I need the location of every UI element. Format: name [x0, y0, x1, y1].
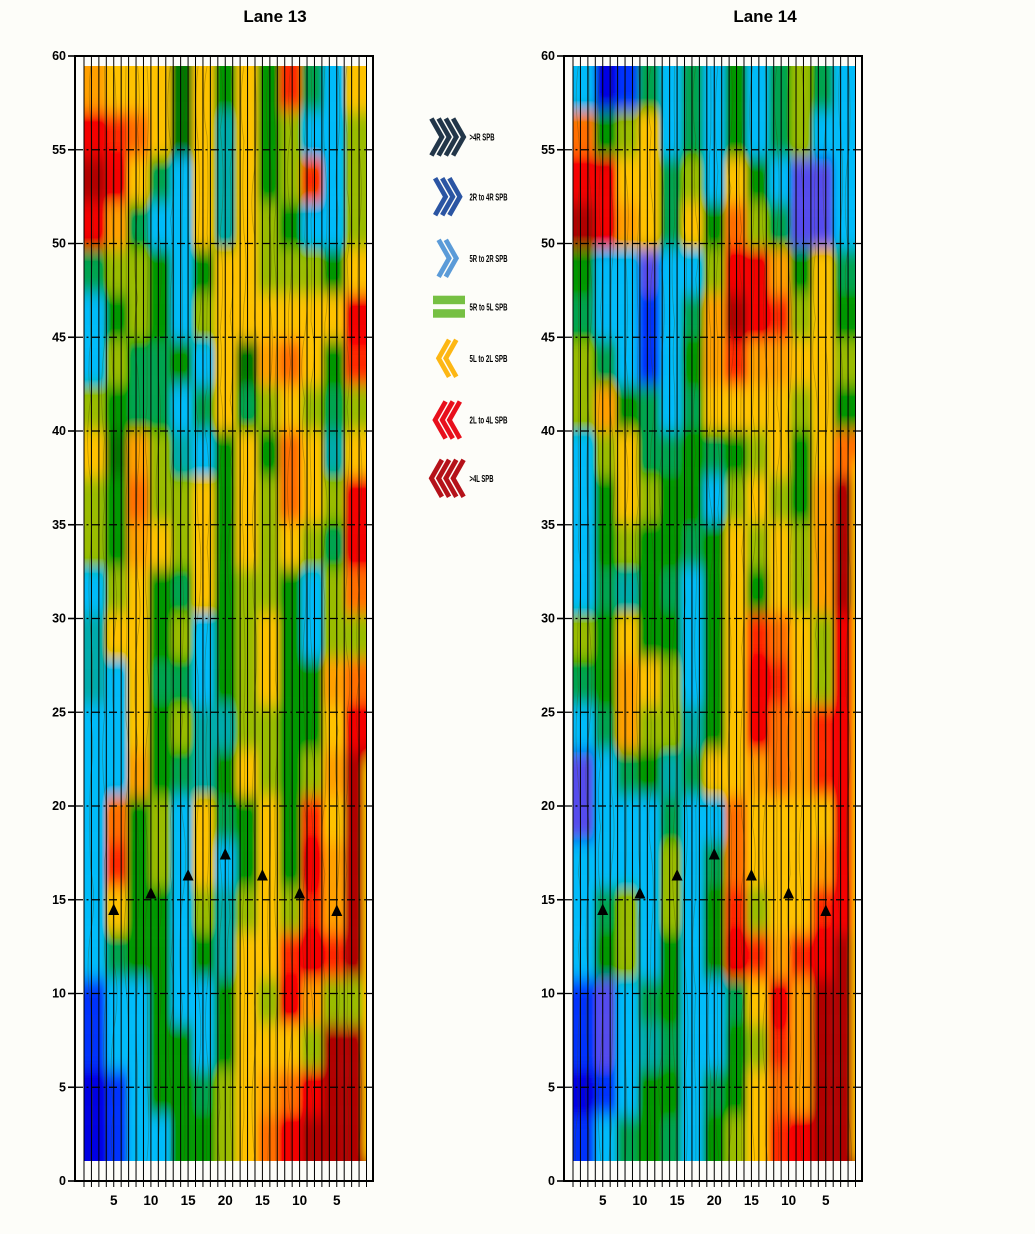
svg-text:0: 0 [548, 1174, 555, 1188]
svg-text:10: 10 [781, 1193, 796, 1208]
svg-text:5: 5 [110, 1193, 118, 1208]
svg-text:15: 15 [744, 1193, 760, 1208]
svg-text:5: 5 [599, 1193, 607, 1208]
svg-text:2L to 4L SPB: 2L to 4L SPB [470, 416, 508, 427]
svg-text:40: 40 [541, 424, 555, 438]
svg-text:>4R SPB: >4R SPB [470, 133, 495, 144]
svg-text:>4L SPB: >4L SPB [470, 474, 494, 485]
svg-text:25: 25 [52, 705, 66, 719]
svg-text:Lane 13: Lane 13 [243, 7, 306, 26]
svg-text:5: 5 [59, 1080, 66, 1094]
svg-text:20: 20 [707, 1193, 722, 1208]
svg-text:20: 20 [218, 1193, 233, 1208]
svg-text:5: 5 [548, 1080, 555, 1094]
svg-text:5R to 2R SPB: 5R to 2R SPB [470, 254, 508, 265]
svg-text:30: 30 [52, 612, 66, 626]
svg-text:10: 10 [143, 1193, 158, 1208]
svg-text:60: 60 [52, 49, 66, 63]
svg-text:15: 15 [255, 1193, 271, 1208]
svg-text:5: 5 [333, 1193, 341, 1208]
svg-text:5R to 5L SPB: 5R to 5L SPB [470, 302, 508, 313]
svg-text:10: 10 [541, 987, 555, 1001]
svg-text:15: 15 [181, 1193, 197, 1208]
svg-text:55: 55 [52, 143, 66, 157]
svg-text:10: 10 [292, 1193, 307, 1208]
svg-text:20: 20 [541, 799, 555, 813]
svg-text:15: 15 [52, 893, 66, 907]
svg-text:40: 40 [52, 424, 66, 438]
svg-text:10: 10 [632, 1193, 647, 1208]
svg-text:55: 55 [541, 143, 555, 157]
svg-text:15: 15 [541, 893, 555, 907]
svg-text:2R to 4R SPB: 2R to 4R SPB [470, 192, 508, 203]
svg-text:45: 45 [52, 330, 66, 344]
svg-text:35: 35 [541, 518, 555, 532]
svg-text:35: 35 [52, 518, 66, 532]
svg-text:45: 45 [541, 330, 555, 344]
svg-text:30: 30 [541, 612, 555, 626]
svg-text:0: 0 [59, 1174, 66, 1188]
svg-text:5L to 2L SPB: 5L to 2L SPB [470, 354, 508, 365]
svg-text:60: 60 [541, 49, 555, 63]
svg-text:20: 20 [52, 799, 66, 813]
svg-text:50: 50 [541, 237, 555, 251]
svg-text:50: 50 [52, 237, 66, 251]
svg-text:5: 5 [822, 1193, 830, 1208]
svg-text:15: 15 [670, 1193, 686, 1208]
svg-text:Lane 14: Lane 14 [733, 7, 797, 26]
svg-text:25: 25 [541, 705, 555, 719]
svg-text:10: 10 [52, 987, 66, 1001]
